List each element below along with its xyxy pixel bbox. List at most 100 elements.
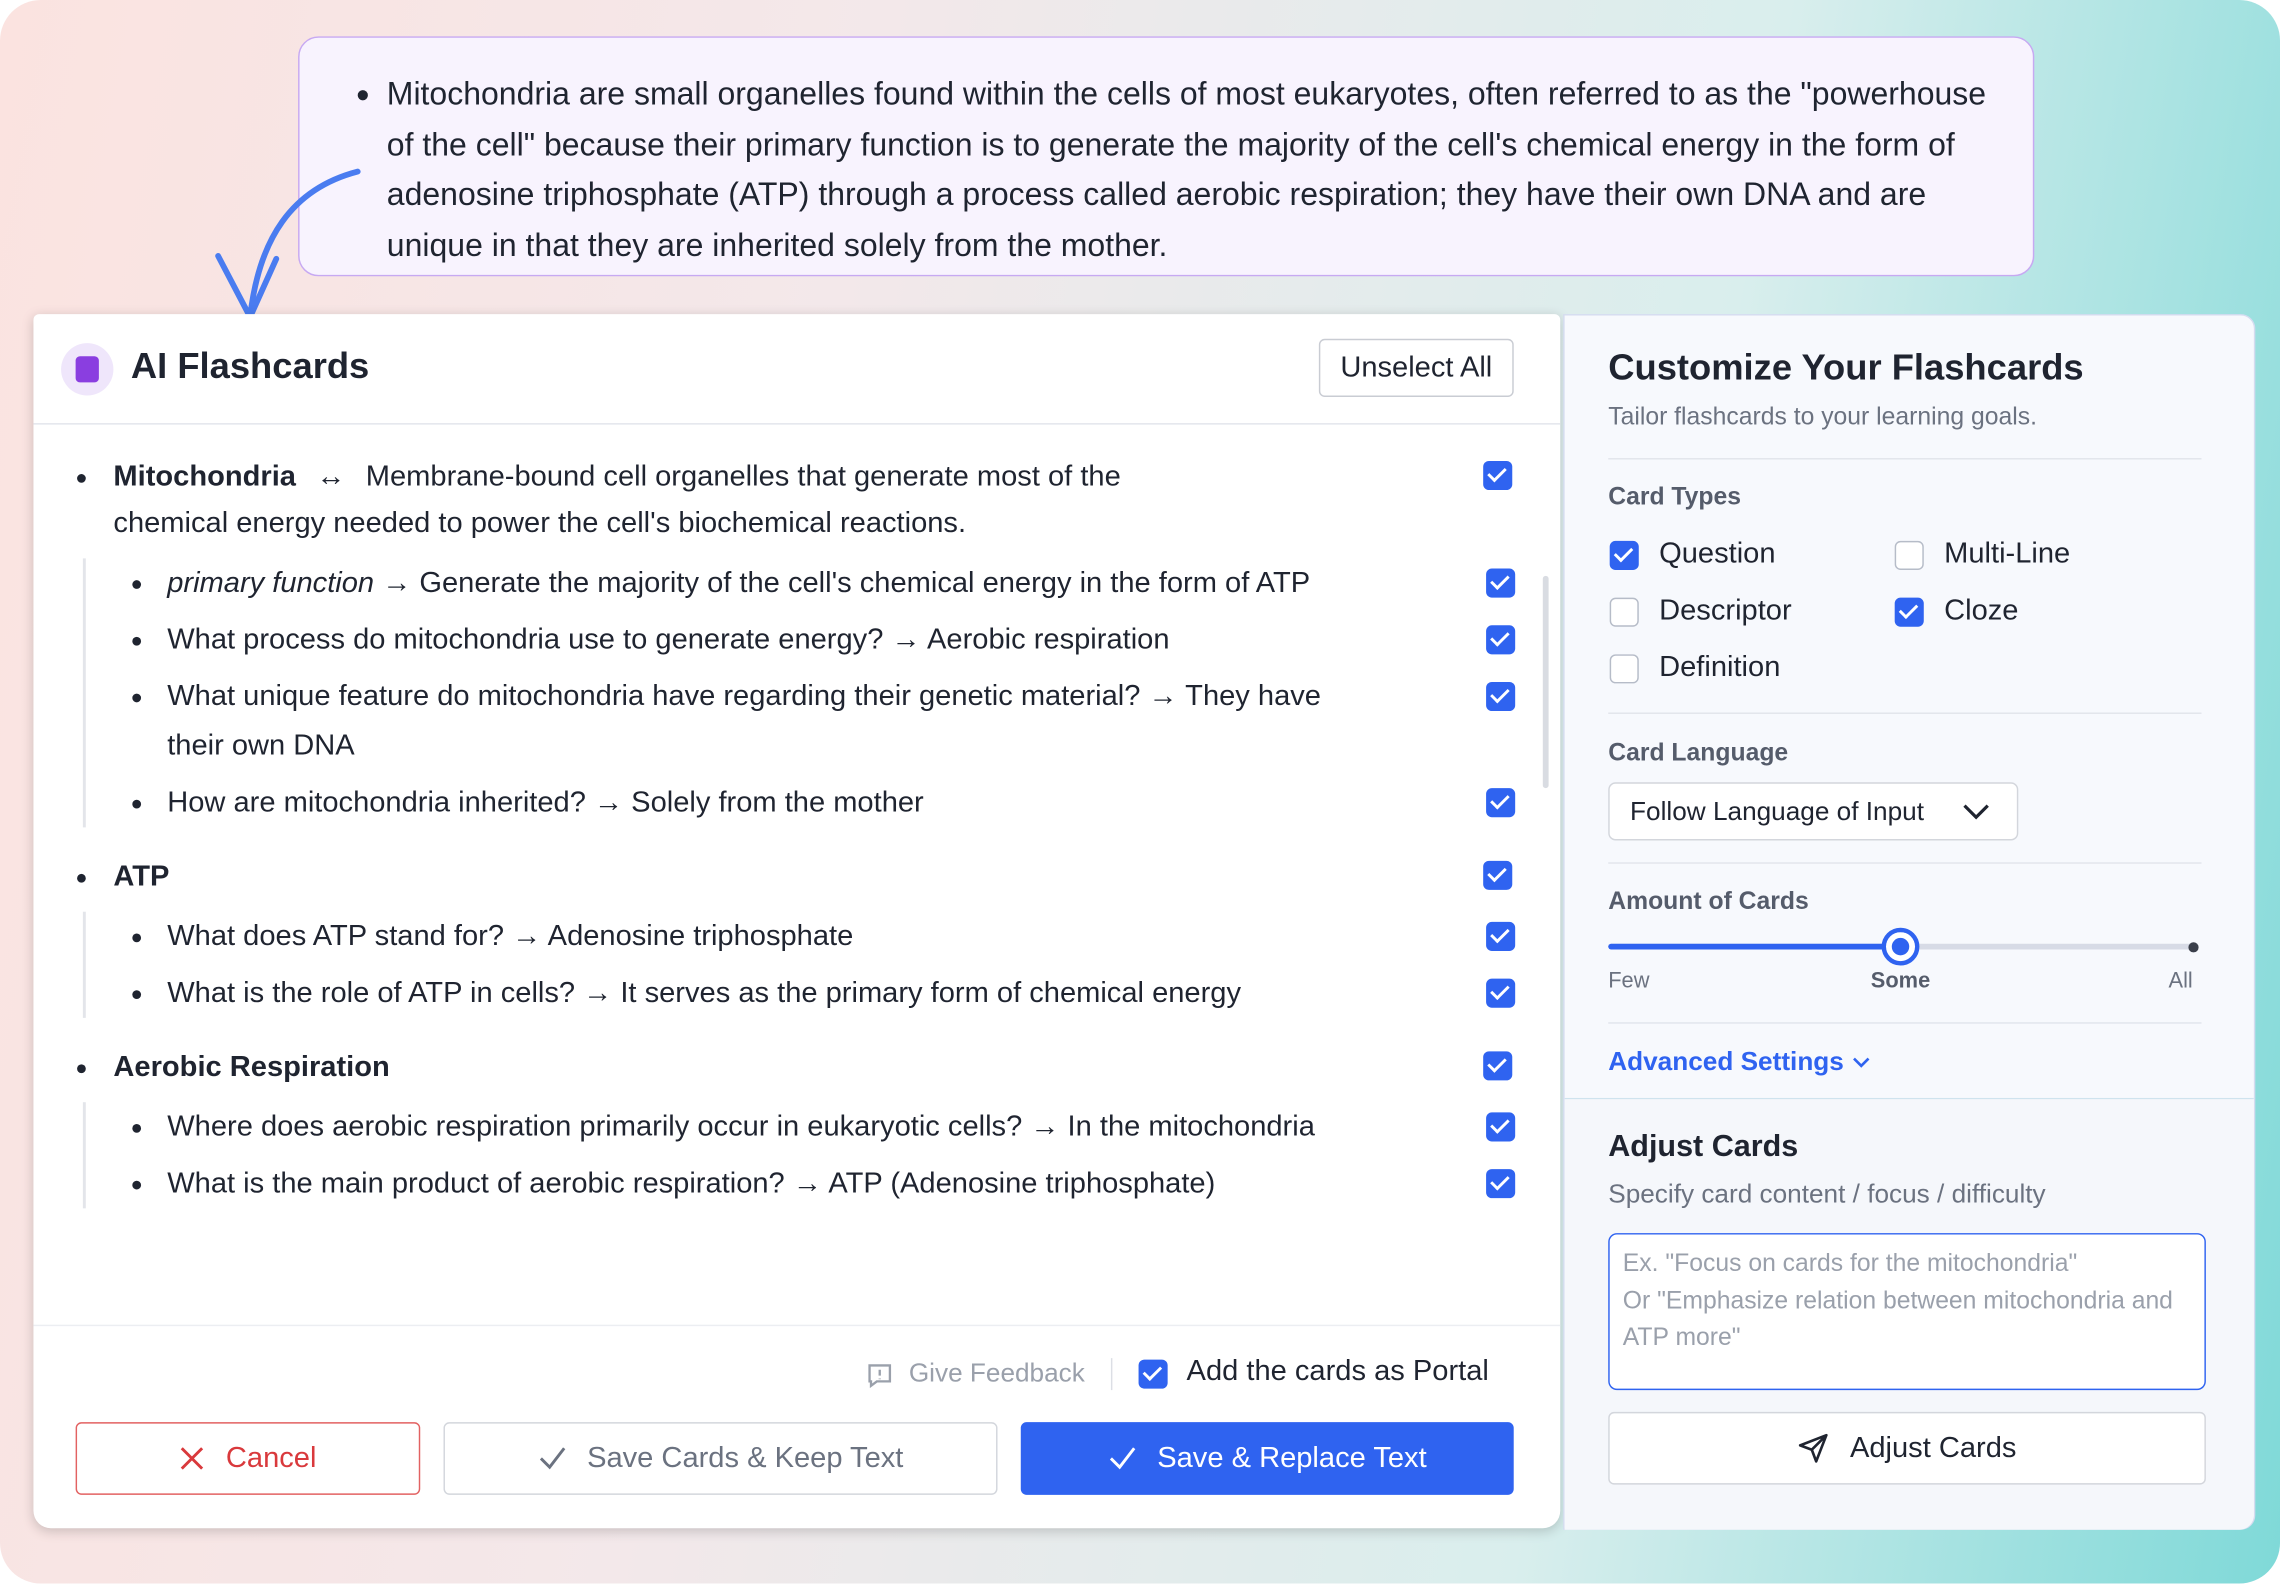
flashcards-panel: AI Flashcards Unselect All Mitochondria ↔… (33, 314, 1561, 1529)
checkbox[interactable] (1609, 540, 1639, 570)
chevron-icon (1963, 804, 1989, 820)
checkbox[interactable] (1486, 681, 1516, 712)
card-item: What is the role of ATP in cells? → It s… (86, 968, 1516, 1017)
panel-title: AI Flashcards (130, 346, 370, 387)
advanced-label: Advanced Settings (1608, 1046, 1844, 1077)
group-row: Mitochondria ↔ Membrane-bound cell organel… (33, 454, 1513, 547)
arrow: → (1030, 1110, 1060, 1143)
footer-separator (1110, 1358, 1113, 1391)
save-keep-label: Save Cards & Keep Text (587, 1441, 904, 1474)
checkbox[interactable] (1486, 1112, 1516, 1142)
card-types-label: Card Types (1608, 482, 1742, 511)
bullet (77, 1064, 86, 1074)
adjust-input[interactable]: Ex. "Focus on cards for the mitochondria… (1608, 1233, 2206, 1391)
slider-knob[interactable] (1881, 927, 1920, 966)
card-item: primary function → Generate the majority… (86, 558, 1516, 607)
term: Mitochondria (113, 460, 296, 493)
group-row: ATP (33, 854, 1513, 901)
answer: Solely from the mother (631, 786, 924, 819)
save-replace-button[interactable]: Save & Replace Text (1020, 1422, 1514, 1495)
portal-checkbox[interactable] (1138, 1359, 1168, 1389)
checkbox[interactable] (1894, 596, 1924, 626)
chevron-icon (1853, 1057, 1870, 1068)
question: What process do mitochondria use to gene… (167, 623, 884, 656)
bullet (132, 933, 142, 943)
panel-icon (61, 343, 114, 396)
answer: In the mitochondria (1067, 1110, 1315, 1143)
checkbox[interactable] (1486, 625, 1516, 655)
checkbox[interactable] (1486, 1169, 1516, 1199)
answer: Generate the majority of the cell's chem… (419, 567, 1311, 600)
card-item: How are mitochondria inherited? → Solely… (86, 778, 1516, 827)
option-label: Descriptor (1659, 594, 1792, 627)
slider-label: All (2168, 968, 2193, 994)
checkbox[interactable] (1609, 653, 1639, 683)
card-type-option[interactable]: Definition (1609, 651, 1781, 684)
answer: Aerobic respiration (927, 623, 1170, 656)
customize-panel: Customize Your Flashcards Tailor flashca… (1563, 314, 2256, 1530)
give-feedback[interactable]: Give Feedback (908, 1358, 1085, 1388)
header-divider (33, 423, 1561, 425)
term: Aerobic Respiration (113, 1051, 390, 1084)
adjust-subtitle: Specify card content / focus / difficult… (1608, 1179, 2046, 1209)
adjust-button[interactable]: Adjust Cards (1608, 1411, 2206, 1485)
checkbox[interactable] (1483, 860, 1513, 890)
amount-label: Amount of Cards (1608, 887, 1809, 915)
divider (1608, 712, 2202, 714)
option-label: Question (1659, 538, 1776, 571)
check-icon (1109, 1447, 1136, 1470)
arrow: → (891, 623, 921, 656)
note-list: Mitochondria are small organelles found … (300, 70, 2010, 271)
cancel-button[interactable]: Cancel (75, 1422, 421, 1495)
answer: They have their own DNA (167, 680, 1321, 762)
placeholder-line: Ex. "Focus on cards for the mitochondria… (1622, 1249, 2078, 1277)
checkbox[interactable] (1894, 540, 1924, 570)
arrow: → (583, 977, 613, 1010)
adjust-button-label: Adjust Cards (1849, 1431, 2017, 1464)
card-item: What does ATP stand for? → Adenosine tri… (86, 912, 1516, 961)
group-row: Aerobic Respiration (33, 1044, 1513, 1091)
card-items: Where does aerobic respiration primarily… (82, 1102, 1560, 1209)
placeholder-line: Or "Emphasize relation between mitochond… (1622, 1286, 2173, 1351)
card-type-option[interactable]: Descriptor (1609, 594, 1792, 628)
cancel-icon (181, 1447, 204, 1470)
cancel-label: Cancel (225, 1441, 317, 1474)
card-type-option[interactable]: Multi-Line (1894, 538, 2070, 571)
bullet (132, 693, 142, 703)
checkbox[interactable] (1486, 921, 1516, 951)
card-type-option[interactable]: Question (1609, 538, 1776, 571)
checkbox[interactable] (1486, 568, 1516, 598)
question: primary function (167, 567, 375, 600)
checkbox[interactable] (1483, 460, 1513, 491)
card-item: Where does aerobic respiration primarily… (86, 1102, 1516, 1151)
customize-title: Customize Your Flashcards (1608, 347, 2084, 389)
answer: It serves as the primary form of chemica… (620, 977, 1242, 1010)
bullet (132, 1180, 142, 1190)
card-items: What does ATP stand for? → Adenosine tri… (82, 911, 1560, 1018)
card-group: Aerobic Respiration Where does aerobic re… (33, 1044, 1560, 1209)
source-note: Mitochondria are small organelles found … (298, 36, 2035, 277)
language-dropdown[interactable]: Follow Language of Input (1608, 782, 2019, 841)
option-label: Definition (1659, 651, 1781, 684)
bullet (132, 799, 142, 809)
option-label: Cloze (1944, 594, 2019, 627)
slider-fill (1608, 943, 1901, 950)
advanced-settings[interactable]: Advanced Settings (1608, 1047, 1871, 1078)
save-keep-button[interactable]: Save Cards & Keep Text (443, 1422, 998, 1495)
check-icon (539, 1447, 565, 1470)
answer: ATP (Adenosine triphosphate) (828, 1167, 1216, 1200)
checkbox[interactable] (1609, 596, 1639, 626)
card-language-label: Card Language (1608, 738, 1789, 767)
question: How are mitochondria inherited? (167, 786, 586, 819)
checkbox[interactable] (1483, 1051, 1513, 1081)
checkbox[interactable] (1486, 978, 1516, 1008)
slider-label: Few (1608, 968, 1650, 994)
checkbox[interactable] (1486, 788, 1516, 818)
unselect-all-button[interactable]: Unselect All (1318, 338, 1514, 397)
adjust-title: Adjust Cards (1608, 1129, 1799, 1164)
divider (1608, 1022, 2202, 1024)
card-type-option[interactable]: Cloze (1894, 594, 2019, 628)
save-replace-label: Save & Replace Text (1157, 1441, 1427, 1474)
bullet (132, 580, 142, 589)
